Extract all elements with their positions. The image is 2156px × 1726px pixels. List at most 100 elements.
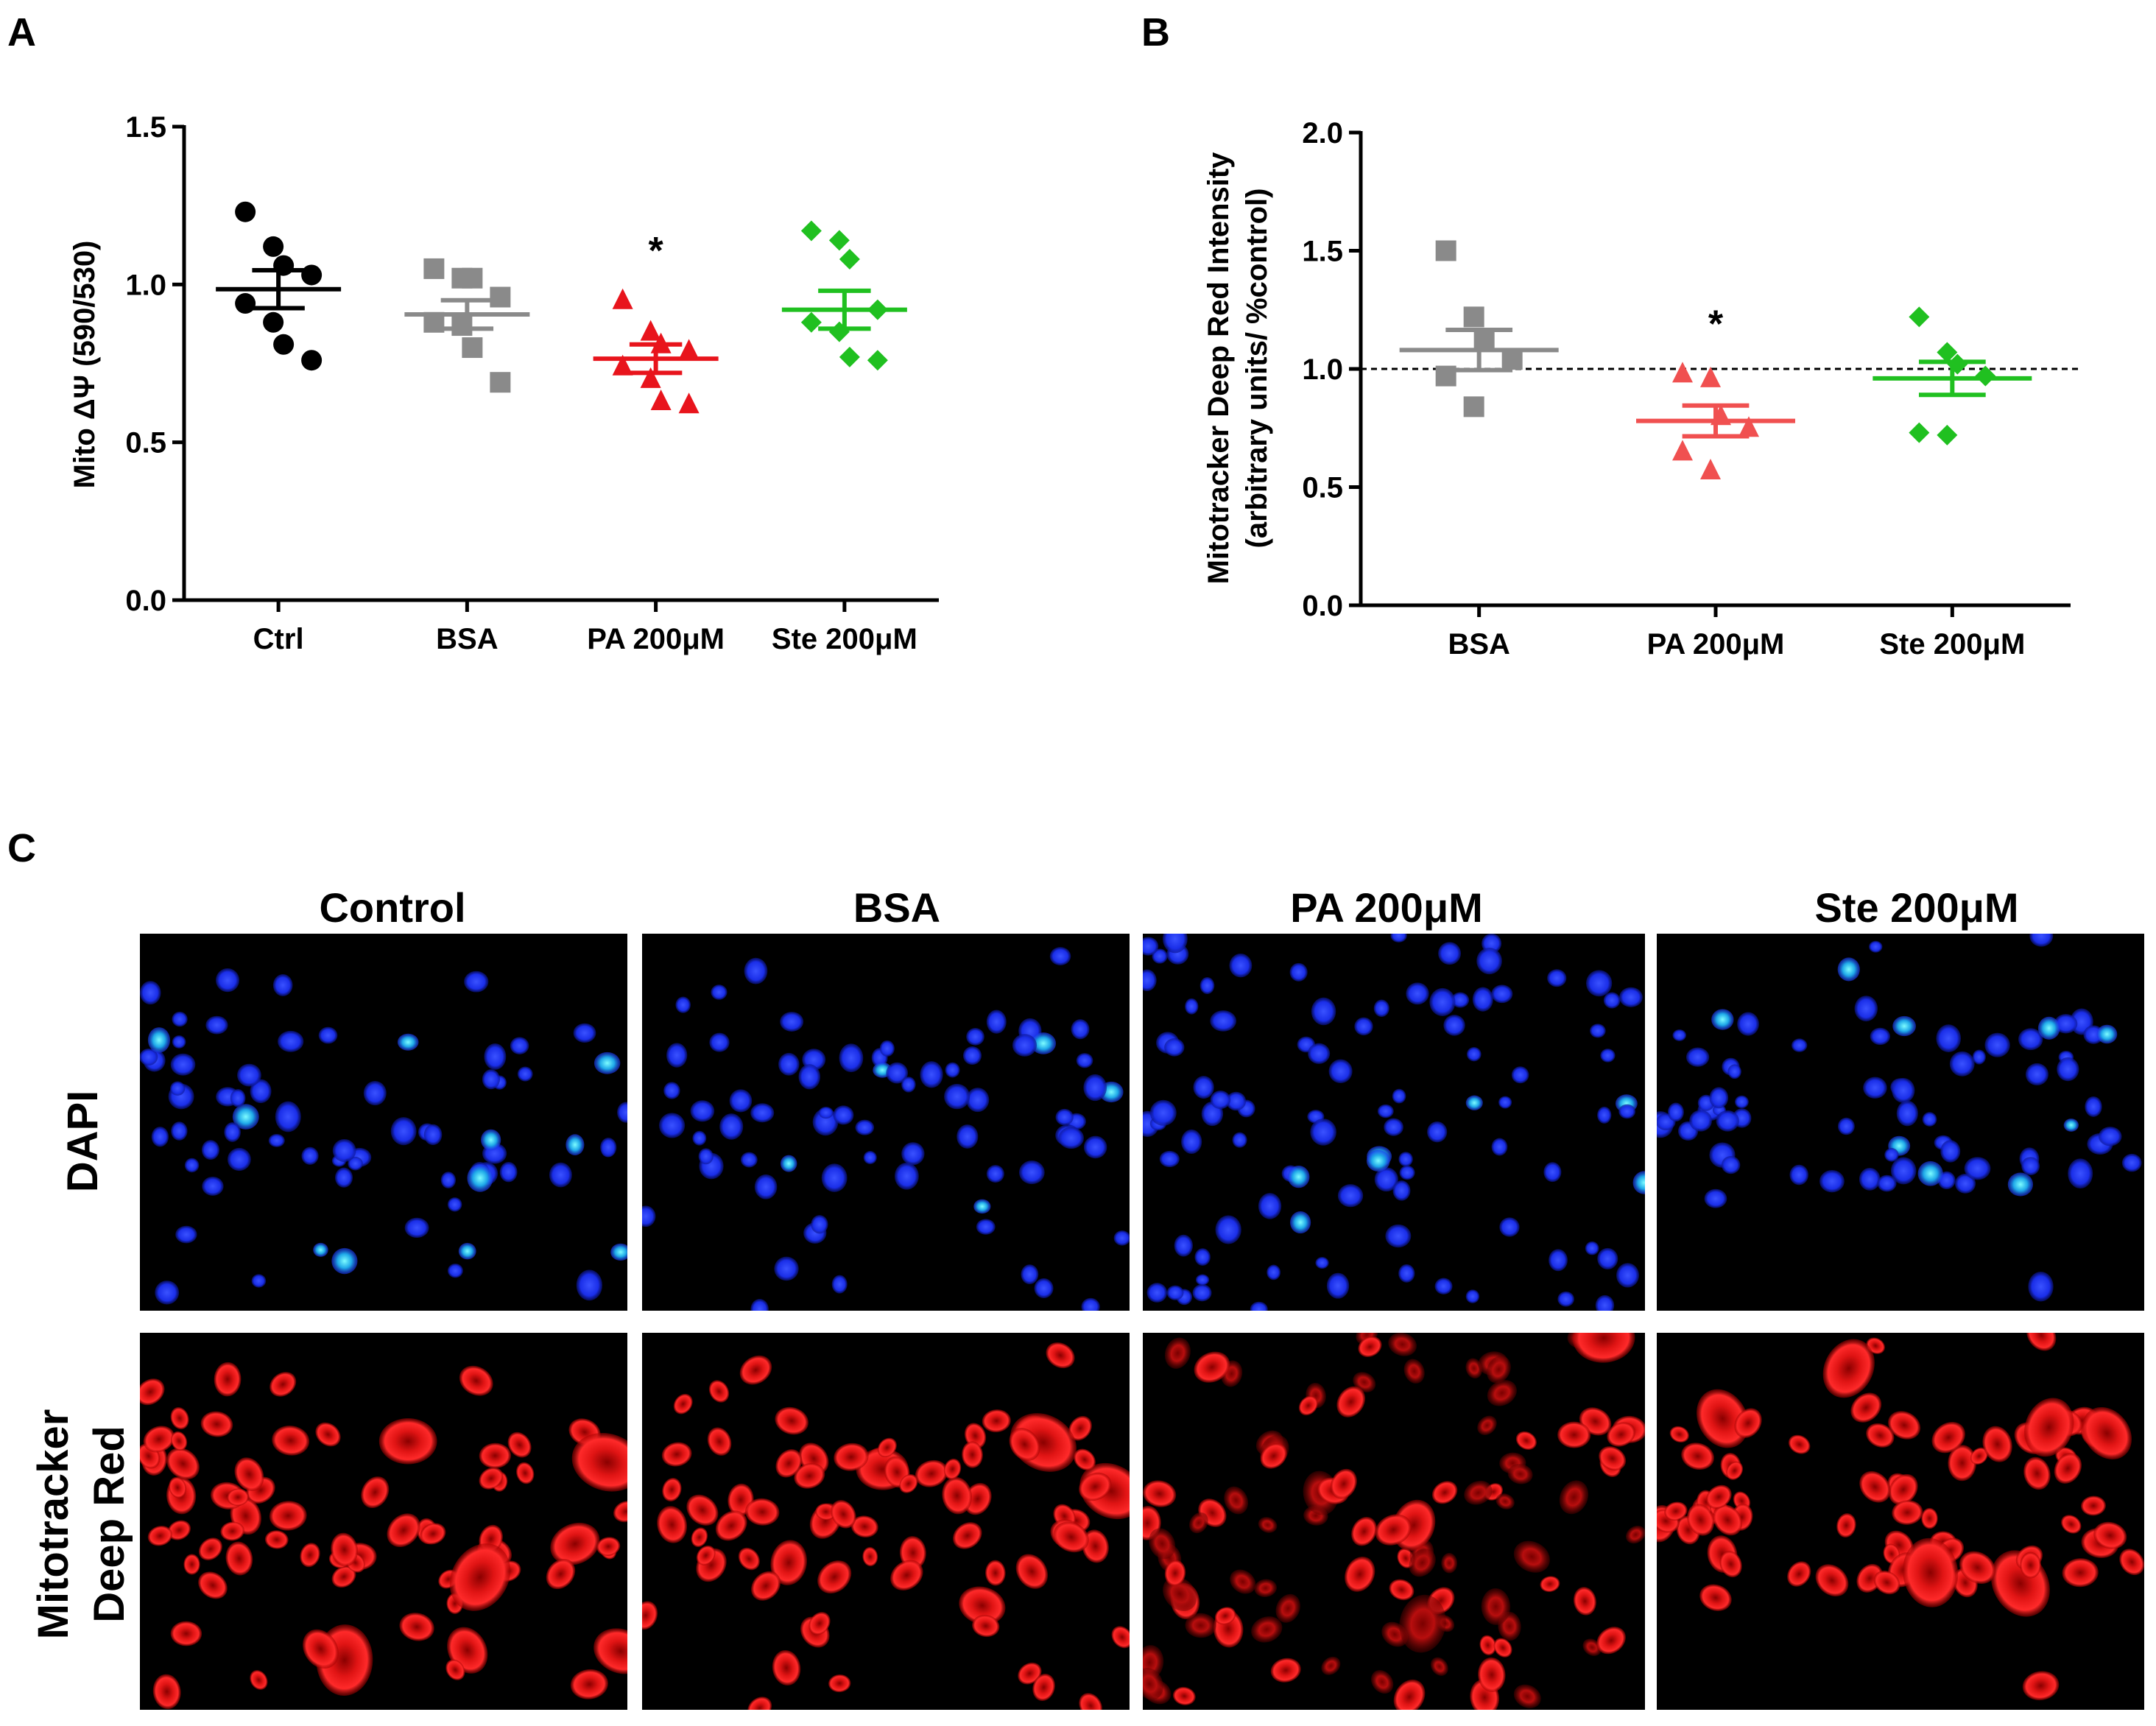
nucleus: [1310, 1119, 1336, 1146]
mitochondria-cell: [808, 1612, 831, 1635]
mitochondria-cell: [1260, 1443, 1287, 1469]
data-point-b-0: [1501, 349, 1523, 370]
mitochondria-cell: [1687, 1504, 1715, 1536]
mitochondria-cell: [1496, 1493, 1515, 1510]
nucleus: [1163, 934, 1188, 954]
mitochondria-cell: [2062, 1558, 2099, 1588]
mitochondria-cell: [1873, 1570, 1900, 1595]
mitochondria-cell: [817, 1560, 852, 1594]
nucleus: [593, 1052, 621, 1074]
mitochondria-cell: [1487, 1356, 1511, 1384]
mitochondria-cell: [214, 1362, 242, 1397]
nucleus: [1689, 1110, 1712, 1132]
significance-star: *: [1708, 303, 1724, 345]
mitochondria-cell: [1224, 1486, 1249, 1515]
mitochondria-cell: [962, 1441, 983, 1468]
nucleus: [1940, 1140, 1961, 1163]
nucleus: [1021, 1264, 1039, 1284]
mitochondria-cell: [943, 1458, 962, 1480]
nucleus: [447, 1197, 462, 1212]
mitochondria-cell: [915, 1459, 948, 1487]
mitochondria-cell: [169, 1476, 187, 1498]
nucleus: [230, 1089, 246, 1107]
mitochondria-cell: [1726, 1461, 1744, 1480]
nucleus: [1972, 1049, 1986, 1065]
cell-layer: [1657, 934, 2142, 1302]
nucleus: [617, 1102, 627, 1123]
data-point-a-1: [490, 372, 511, 393]
mitochondria-cell: [269, 1501, 307, 1531]
nucleus: [2007, 1172, 2034, 1197]
nucleus: [774, 1256, 799, 1281]
nucleus: [1194, 1248, 1211, 1266]
cell-layer: [1143, 1333, 1645, 1710]
column-title-ste: Ste 200μM: [1814, 884, 2018, 931]
nucleus: [1438, 942, 1462, 965]
nucleus: [251, 1274, 267, 1288]
nucleus: [879, 1040, 895, 1057]
nucleus: [1229, 953, 1253, 978]
nucleus: [566, 1134, 585, 1156]
nucleus: [1113, 1230, 1130, 1246]
data-point-b-2: [1909, 422, 1930, 443]
nucleus: [1289, 1211, 1311, 1234]
mitochondria-cell: [1734, 1408, 1762, 1438]
nucleus: [863, 1151, 877, 1164]
mitochondria-cell: [303, 1629, 339, 1669]
mitochondria-cell: [707, 1427, 732, 1456]
mitochondria-cell: [1330, 1468, 1357, 1499]
nucleus: [973, 1199, 991, 1214]
data-point-a-0: [263, 236, 284, 257]
data-point-b-2: [1937, 424, 1958, 445]
mitochondria-cell: [361, 1476, 390, 1509]
nucleus: [1258, 1193, 1282, 1219]
x-tick-label: BSA: [436, 623, 498, 655]
nucleus: [957, 1124, 979, 1149]
nucleus: [1199, 977, 1215, 994]
nucleus: [1619, 987, 1643, 1007]
nucleus: [1837, 1117, 1855, 1135]
nucleus: [1704, 1188, 1727, 1208]
nucleus: [1498, 1096, 1512, 1109]
mitochondria-cell: [1464, 1480, 1493, 1505]
mitochondria-cell: [613, 1501, 627, 1523]
mitochondria-cell: [250, 1670, 268, 1690]
nucleus: [1012, 1034, 1038, 1057]
nucleus: [1499, 1217, 1520, 1237]
nucleus: [1472, 987, 1493, 1012]
mitochondria-cell: [942, 1476, 973, 1515]
row-label-dapi: DAPI: [59, 1091, 107, 1193]
nucleus: [1030, 1032, 1057, 1054]
mitochondria-cell: [1185, 1613, 1216, 1638]
row-label-mitotracker: Mitotracker: [29, 1409, 77, 1640]
micrograph-background: [140, 1333, 627, 1710]
micrograph-red-0: [140, 1333, 627, 1710]
nucleus: [719, 1113, 744, 1140]
nucleus: [2018, 1028, 2043, 1051]
mitochondria-cell: [1399, 1594, 1446, 1653]
nucleus: [1392, 1180, 1411, 1201]
data-point-b-1: [1672, 362, 1693, 383]
nucleus: [1465, 1095, 1483, 1110]
y-tick-label: 1.0: [1302, 353, 1343, 386]
nucleus: [709, 1032, 730, 1052]
nucleus: [517, 1066, 533, 1082]
nucleus: [1210, 1010, 1237, 1032]
mitochondria-cell: [2020, 1551, 2041, 1579]
nucleus: [272, 973, 293, 996]
nucleus: [901, 1142, 925, 1166]
mitochondria-cell: [1515, 1431, 1537, 1451]
micrograph-red-1: [642, 1333, 1130, 1710]
mitochondria-cell: [828, 1674, 851, 1693]
nucleus: [172, 1011, 188, 1027]
nucleus: [1328, 1059, 1353, 1084]
nucleus: [250, 1079, 272, 1104]
nucleus: [348, 1156, 363, 1171]
micrograph-background: [140, 934, 627, 1311]
mitochondria-cell: [1389, 1579, 1415, 1601]
nucleus: [2028, 1271, 2054, 1302]
mitochondria-cell: [1358, 1336, 1382, 1358]
mitochondria-cell: [399, 1613, 434, 1641]
mitochondria-cell: [1559, 1480, 1589, 1515]
mitochondria-cell: [264, 1530, 289, 1549]
